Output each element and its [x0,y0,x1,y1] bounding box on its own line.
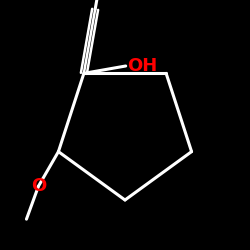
Text: OH: OH [127,57,157,75]
Text: O: O [31,177,46,195]
